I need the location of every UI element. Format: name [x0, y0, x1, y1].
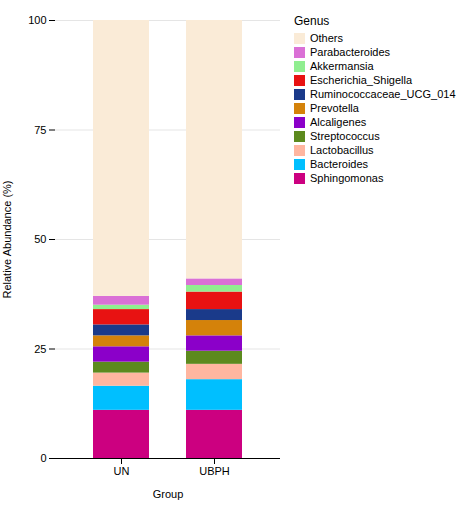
- svg-text:25: 25: [34, 343, 46, 355]
- svg-text:UBPH: UBPH: [199, 465, 230, 477]
- html-text:Sphingomonas: Sphingomonas: [310, 172, 384, 184]
- html-text:Ruminococcaceae_UCG_014: Ruminococcaceae_UCG_014: [310, 88, 456, 100]
- html-text:Akkermansia: Akkermansia: [310, 60, 374, 72]
- svg-text:100: 100: [28, 14, 46, 26]
- svg-text:75: 75: [34, 124, 46, 136]
- html-text:Prevotella: Prevotella: [310, 102, 359, 114]
- svg-text:Group: Group: [153, 488, 184, 500]
- html-text:Parabacteroides: Parabacteroides: [310, 46, 391, 58]
- html-text:Alcaligenes: Alcaligenes: [310, 116, 367, 128]
- svg-text:50: 50: [34, 233, 46, 245]
- html-text:Others: Others: [310, 32, 343, 44]
- svg-text:0: 0: [40, 452, 46, 464]
- html-text:Bacteroides: Bacteroides: [310, 158, 369, 170]
- html-text:Escherichia_Shigella: Escherichia_Shigella: [310, 74, 413, 86]
- svg-text:Relative Abundance (%): Relative Abundance (%): [1, 180, 13, 298]
- html-text:Lactobacillus: Lactobacillus: [310, 144, 374, 156]
- html-text:Streptococcus: Streptococcus: [310, 130, 380, 142]
- svg-text:UN: UN: [114, 465, 130, 477]
- html-text:Genus: Genus: [294, 14, 330, 28]
